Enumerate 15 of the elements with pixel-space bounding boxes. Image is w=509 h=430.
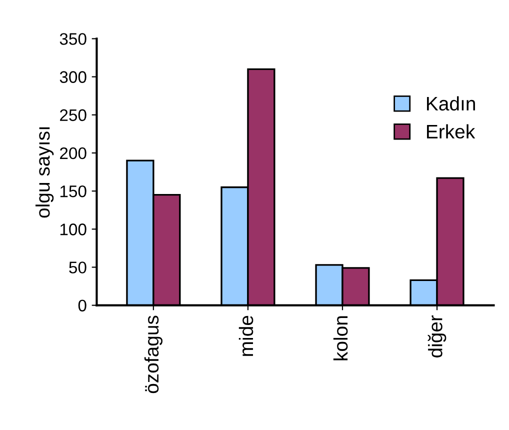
x-tick-label: mide [238, 316, 254, 356]
y-tick-label: 50 [69, 262, 86, 274]
y-tick-label: 300 [60, 71, 86, 83]
y-tick-label: 100 [60, 224, 86, 236]
y-tick-label: 250 [60, 109, 86, 122]
legend-label: Kadın [427, 96, 475, 111]
y-axis-title: olgu sayısı [36, 127, 54, 218]
x-tick-label: özofagus [144, 316, 162, 394]
y-tick-label: 150 [60, 185, 86, 198]
x-tick-label: diğer [428, 315, 446, 358]
y-tick-label: 0 [78, 300, 86, 312]
y-tick-label: 200 [60, 147, 86, 160]
x-tick-label: kolon [333, 316, 348, 360]
legend-label: Erkek [427, 124, 476, 139]
y-tick-label: 350 [60, 33, 86, 45]
